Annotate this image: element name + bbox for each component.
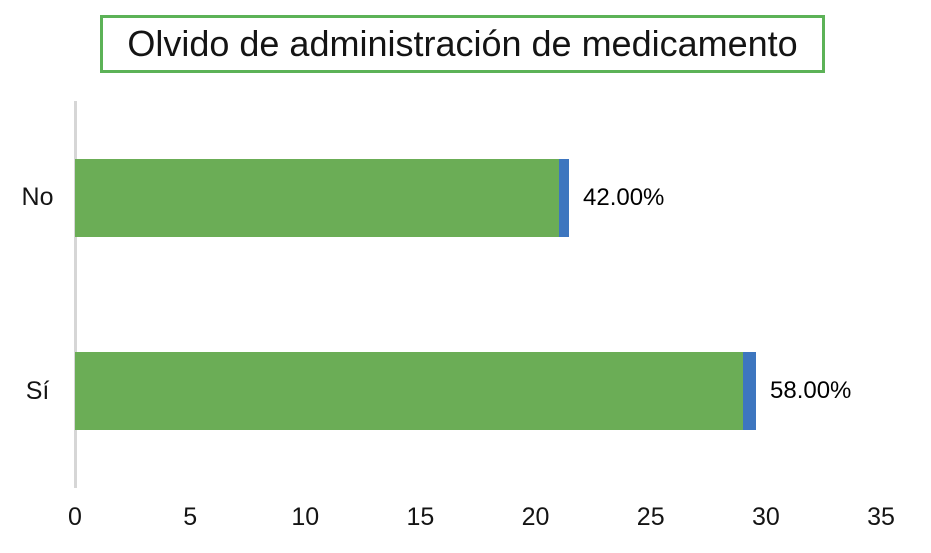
bar-segment-series_blue bbox=[559, 158, 569, 237]
bar-row: No 42.00% bbox=[0, 101, 931, 295]
chart-title-box: Olvido de administración de medicamento bbox=[100, 15, 825, 73]
bar-segment-series_green bbox=[75, 158, 559, 237]
bar-row: Sí 58.00% bbox=[0, 295, 931, 489]
plot-rows: No 42.00% Sí 58.00% bbox=[0, 101, 931, 488]
x-axis: 0 5 10 15 20 25 30 35 bbox=[0, 488, 931, 553]
x-axis-tick-label: 30 bbox=[751, 503, 780, 531]
x-axis-tick-label: 5 bbox=[183, 503, 198, 531]
x-axis-tick-label: 20 bbox=[521, 503, 550, 531]
bar-track: 58.00% bbox=[75, 295, 931, 489]
bar-track: 42.00% bbox=[75, 101, 931, 295]
x-axis-tick-label: 0 bbox=[68, 503, 82, 531]
data-label: 42.00% bbox=[583, 183, 665, 211]
bar: 58.00% bbox=[75, 352, 852, 431]
x-axis-tick-label: 10 bbox=[291, 503, 320, 531]
bar: 42.00% bbox=[75, 158, 665, 237]
category-label: No bbox=[21, 183, 54, 212]
x-axis-tick-label: 35 bbox=[867, 503, 895, 531]
data-label: 58.00% bbox=[770, 377, 852, 405]
x-axis-tick-label: 25 bbox=[636, 503, 665, 531]
category-label: Sí bbox=[25, 376, 50, 405]
bar-segment-series_blue bbox=[743, 352, 756, 431]
y-axis-line bbox=[74, 101, 77, 488]
bar-segment-series_green bbox=[75, 352, 743, 431]
chart-title: Olvido de administración de medicamento bbox=[127, 23, 798, 64]
x-axis-tick-label: 15 bbox=[406, 503, 435, 531]
plot-area: No 42.00% Sí 58.00% bbox=[0, 101, 931, 488]
